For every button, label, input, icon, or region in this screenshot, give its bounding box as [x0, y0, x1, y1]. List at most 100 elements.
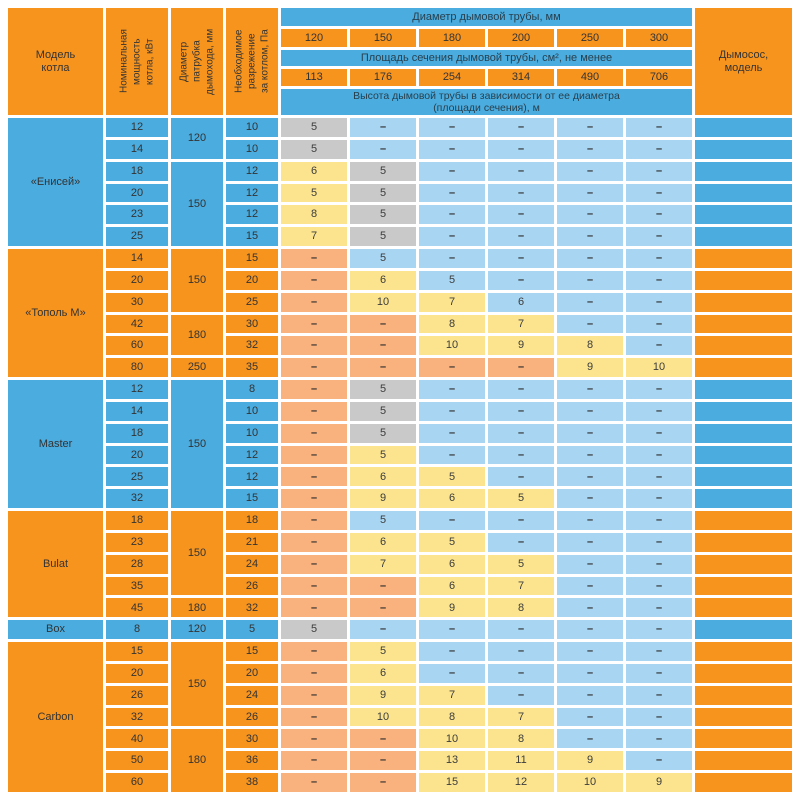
exhauster-cell [695, 576, 792, 596]
power-cell: 60 [106, 336, 168, 356]
height-cell: – [626, 314, 692, 334]
draft-cell: 24 [226, 554, 278, 574]
exhauster-cell [695, 489, 792, 509]
height-cell: – [557, 620, 623, 640]
height-cell: – [281, 423, 347, 443]
height-cell: 7 [488, 314, 554, 334]
exhauster-cell [695, 729, 792, 749]
power-cell: 18 [106, 161, 168, 181]
height-cell: – [419, 183, 485, 203]
height-cell: – [281, 707, 347, 727]
exhauster-column-header: Дымосос, модель [695, 8, 792, 115]
height-cell: 8 [419, 314, 485, 334]
exhauster-cell [695, 467, 792, 487]
exhauster-cell [695, 314, 792, 334]
exhauster-cell [695, 270, 792, 290]
area-value-cell: 706 [626, 69, 692, 86]
height-cell: 9 [350, 489, 416, 509]
height-cell: – [557, 292, 623, 312]
power-cell: 18 [106, 423, 168, 443]
height-cell: 10 [350, 292, 416, 312]
height-cell: 5 [350, 249, 416, 268]
height-cell: 9 [557, 358, 623, 378]
nozzle-cell: 180 [171, 598, 223, 618]
diameter-value-cell: 300 [626, 29, 692, 47]
height-cell: – [419, 401, 485, 421]
height-cell: – [557, 423, 623, 443]
height-cell: 11 [488, 751, 554, 771]
height-cell: 7 [488, 576, 554, 596]
height-cell: – [281, 554, 347, 574]
power-cell: 26 [106, 685, 168, 705]
height-cell: – [557, 467, 623, 487]
height-cell: – [281, 358, 347, 378]
draft-cell: 26 [226, 576, 278, 596]
area-value-cell: 314 [488, 69, 554, 86]
nozzle-cell: 120 [171, 118, 223, 159]
height-cell: – [557, 489, 623, 509]
model-cell: «Тополь М» [8, 249, 103, 378]
exhauster-cell [695, 751, 792, 771]
height-cell: – [350, 139, 416, 159]
power-cell: 25 [106, 467, 168, 487]
height-cell: – [281, 773, 347, 792]
power-cell: 30 [106, 292, 168, 312]
height-cell: – [626, 292, 692, 312]
height-cell: – [488, 663, 554, 683]
height-cell: 7 [419, 685, 485, 705]
nozzle-cell: 180 [171, 729, 223, 792]
exhauster-cell [695, 423, 792, 443]
height-cell: – [281, 751, 347, 771]
height-cell: – [626, 663, 692, 683]
height-cell: – [350, 598, 416, 618]
height-cell: – [281, 401, 347, 421]
section-area-banner: Площадь сечения дымовой трубы, см², не м… [281, 50, 692, 66]
height-cell: – [350, 773, 416, 792]
model-cell: Master [8, 380, 103, 509]
height-cell: – [419, 358, 485, 378]
height-cell: – [488, 183, 554, 203]
height-cell: – [488, 511, 554, 530]
height-cell: – [281, 729, 347, 749]
draft-cell: 18 [226, 511, 278, 530]
power-cell: 20 [106, 445, 168, 465]
height-cell: – [281, 314, 347, 334]
height-cell: 5 [350, 511, 416, 530]
height-cell: – [626, 532, 692, 552]
height-cell: – [626, 707, 692, 727]
draft-cell: 30 [226, 729, 278, 749]
height-cell: – [557, 314, 623, 334]
draft-cell: 12 [226, 445, 278, 465]
height-cell: – [488, 118, 554, 137]
draft-cell: 12 [226, 467, 278, 487]
height-cell: 12 [488, 773, 554, 792]
draft-cell: 15 [226, 249, 278, 268]
model-column-header: Модель котла [8, 8, 103, 115]
power-cell: 23 [106, 205, 168, 225]
height-cell: – [281, 511, 347, 530]
height-cell: 9 [488, 336, 554, 356]
model-cell: Box [8, 620, 103, 640]
height-cell: – [626, 489, 692, 509]
height-cell: 5 [350, 380, 416, 399]
height-cell: 8 [419, 707, 485, 727]
draft-cell: 32 [226, 336, 278, 356]
height-cell: – [281, 642, 347, 661]
nozzle-diameter-column-header: Диаметр патрубка дымохода, мм [171, 8, 223, 115]
height-cell: 8 [488, 598, 554, 618]
height-cell: 6 [488, 292, 554, 312]
height-cell: – [557, 161, 623, 181]
height-cell: 10 [557, 773, 623, 792]
draft-cell: 35 [226, 358, 278, 378]
height-cell: – [488, 401, 554, 421]
height-cell: 5 [350, 205, 416, 225]
height-cell: – [281, 380, 347, 399]
height-cell: – [488, 249, 554, 268]
power-cell: 80 [106, 358, 168, 378]
height-cell: 7 [281, 227, 347, 247]
height-cell: – [419, 249, 485, 268]
height-cell: – [281, 576, 347, 596]
exhauster-cell [695, 773, 792, 792]
nozzle-cell: 250 [171, 358, 223, 378]
height-cell: 10 [626, 358, 692, 378]
